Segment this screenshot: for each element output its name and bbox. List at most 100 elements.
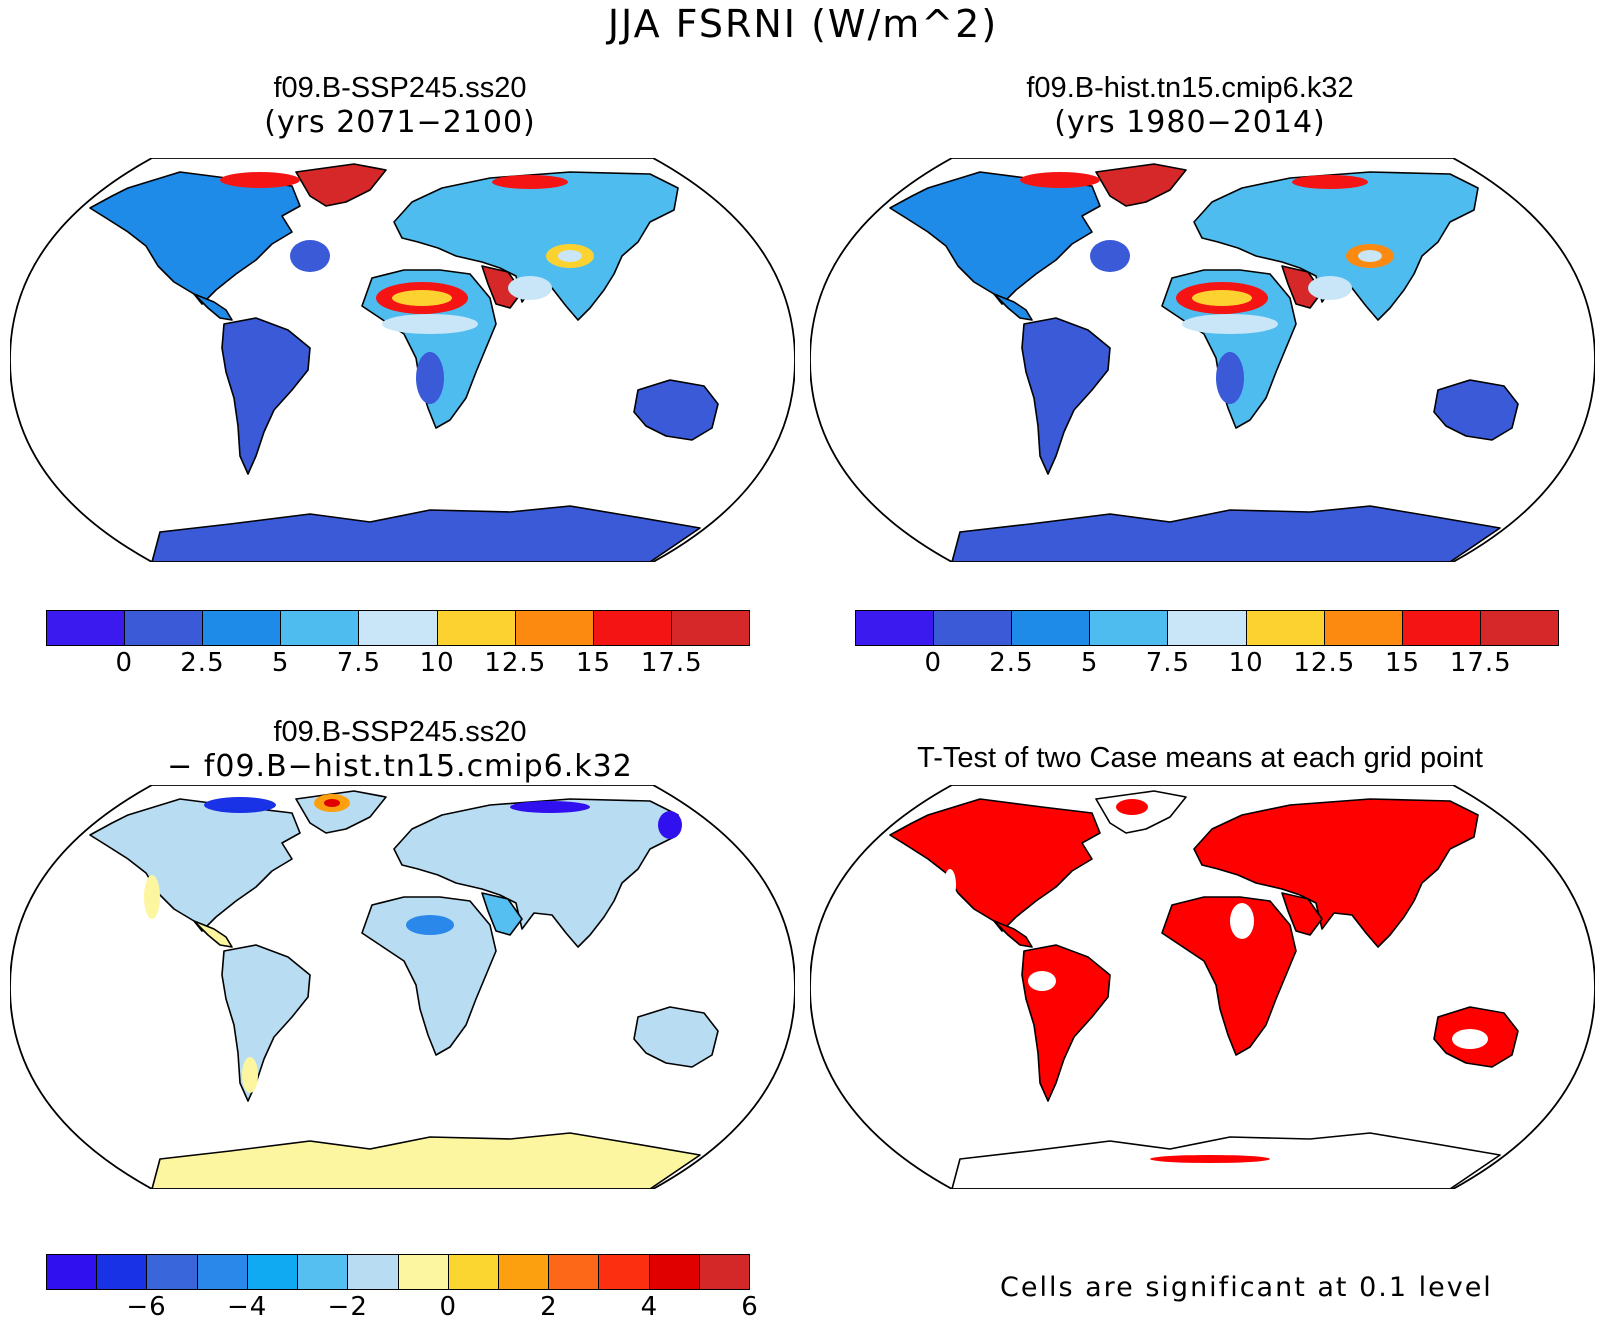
colorbar-tick-label: 12.5 (484, 648, 547, 678)
panel-years: (yrs 2071−2100) (264, 105, 536, 140)
colorbar-tick-label: 5 (1080, 648, 1099, 678)
sahara-negative (406, 915, 454, 935)
colorbar-swatch (437, 611, 516, 645)
colorbar-tick-label: 6 (741, 1292, 759, 1322)
canadian-archipelago (220, 172, 300, 188)
west-na-not-significant (944, 869, 956, 901)
colorbar-swatch (671, 611, 749, 645)
colorbar-swatch (147, 1255, 198, 1289)
colorbar-swatch (298, 1255, 349, 1289)
south-asia (1308, 276, 1352, 300)
significant-africa (1161, 896, 1297, 1056)
land-australia (633, 379, 719, 441)
panel-case-name: f09.B-SSP245.ss20 (273, 72, 527, 104)
land-north-america (89, 798, 301, 932)
land-central-america (193, 293, 233, 321)
colorbar-tick-label: 7.5 (336, 648, 382, 678)
map-boundary (10, 158, 795, 562)
central-asia-core (558, 250, 582, 262)
land-south-america (221, 317, 311, 475)
colorbar-tick-label: 2 (540, 1292, 558, 1322)
colorbar-tick-label: 4 (640, 1292, 659, 1322)
land-eurasia (393, 798, 679, 948)
land-africa (361, 896, 497, 1056)
land-australia (633, 1006, 719, 1068)
colorbar-tick-label: 12.5 (1293, 648, 1356, 678)
colorbar-tick-label: −4 (226, 1292, 268, 1322)
land-arabia (1281, 265, 1323, 309)
colorbar-tick-label: 15 (1385, 648, 1421, 678)
siberian-negative (510, 801, 590, 813)
colorbar-swatch (1246, 611, 1325, 645)
colorbar-tick-label: 2.5 (180, 648, 225, 678)
significant-north-america (889, 798, 1101, 932)
significance-note: Cells are significant at 0.1 level (1000, 1272, 1493, 1303)
colorbar-swatch (593, 611, 672, 645)
colorbar-swatch (97, 1255, 148, 1289)
antarctica-significant-patches (1150, 1155, 1270, 1163)
colorbar-tick-label: 10 (1228, 648, 1264, 678)
colorbar-swatch (203, 611, 282, 645)
colorbar-swatch (398, 1255, 449, 1289)
colorbar-top-right (855, 610, 1559, 646)
land-north-america (89, 171, 301, 305)
amazon-not-significant (1028, 971, 1056, 991)
map-top-left (10, 158, 795, 562)
land-antarctica (151, 1132, 701, 1189)
colorbar-swatch (197, 1255, 248, 1289)
colorbar-tick-label: 5 (271, 648, 290, 678)
colorbar-swatch (1480, 611, 1558, 645)
colorbar-tick-label: −2 (327, 1292, 368, 1322)
map-boundary (810, 158, 1595, 562)
colorbar-swatch (1168, 611, 1247, 645)
colorbar-swatch (1402, 611, 1481, 645)
colorbar-swatch (549, 1255, 600, 1289)
sahel-band (1182, 314, 1278, 334)
land-central-america (993, 293, 1033, 321)
panel-difference-label: − f09.B−hist.tn15.cmip6.k32 (167, 749, 633, 784)
map-bottom-right (810, 785, 1595, 1189)
colorbar-tick-label: 2.5 (989, 648, 1034, 678)
map-boundary (10, 785, 795, 1189)
significant-central-america (993, 920, 1033, 948)
australia-not-significant (1452, 1029, 1488, 1049)
greenland-peak (324, 799, 340, 807)
colorbar-bottom-left (46, 1254, 750, 1290)
sahara-not-significant (1230, 903, 1254, 939)
canadian-arctic-negative (204, 797, 276, 813)
panel-years: (yrs 1980−2014) (1054, 105, 1326, 140)
colorbar-swatch (247, 1255, 299, 1289)
colorbar-top-left (46, 610, 750, 646)
colorbar-swatch (448, 1255, 499, 1289)
land-antarctica (151, 505, 701, 562)
colorbar-swatch (599, 1255, 650, 1289)
colorbar-swatch (47, 611, 126, 645)
land-arabia (481, 265, 523, 309)
panel-title-bottom-right: T-Test of two Case means at each grid po… (917, 742, 1483, 774)
panel-title-top-left: f09.B-SSP245.ss20 (yrs 2071−2100) (40, 72, 760, 140)
colorbar-swatch (1324, 611, 1403, 645)
colorbar-swatch (281, 611, 360, 645)
land-eurasia (1193, 171, 1479, 321)
colorbar-swatch (515, 611, 594, 645)
colorbar-swatch (1090, 611, 1169, 645)
colorbar-tick-label: 0 (924, 648, 942, 678)
land-eurasia (393, 171, 679, 321)
land-south-america (1021, 317, 1111, 475)
land-central-america (193, 920, 233, 948)
panel-case-name: f09.B-hist.tn15.cmip6.k32 (1026, 72, 1354, 104)
map-boundary (810, 785, 1595, 1189)
land-north-america (889, 171, 1101, 305)
land-greenland (1095, 163, 1187, 207)
canadian-archipelago (1020, 172, 1100, 188)
panel-case-name: f09.B-SSP245.ss20 (273, 716, 527, 748)
significant-arabia (1281, 892, 1323, 936)
patagonia-positive (242, 1057, 258, 1093)
panel-title-top-right: f09.B-hist.tn15.cmip6.k32 (yrs 1980−2014… (830, 72, 1550, 140)
colorbar-tick-label: 0 (115, 648, 133, 678)
land-antarctica (951, 505, 1501, 562)
land-arabia (481, 892, 523, 936)
colorbar-tick-label: 15 (576, 648, 612, 678)
colorbar-swatch (47, 1255, 98, 1289)
land-greenland (295, 163, 387, 207)
